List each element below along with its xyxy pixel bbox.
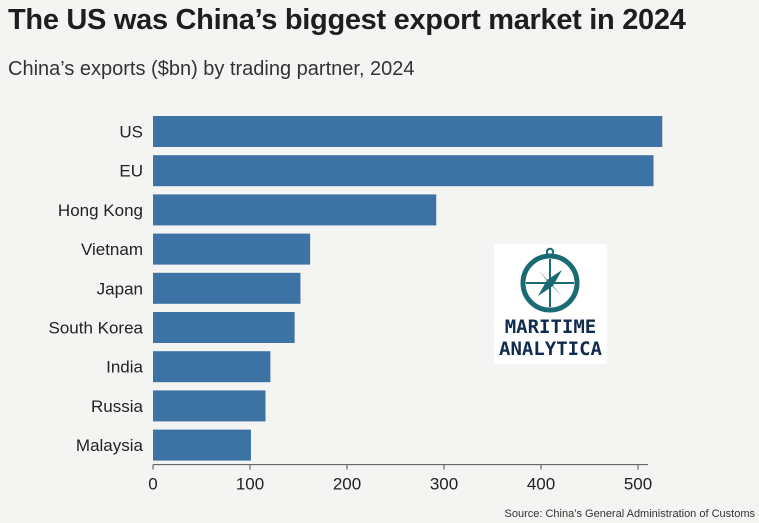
bar-us xyxy=(153,116,663,147)
category-label: Malaysia xyxy=(76,436,144,455)
logo-text-line1: MARITIME xyxy=(504,316,597,338)
x-tick-label: 0 xyxy=(148,475,157,494)
bar-vietnam xyxy=(153,233,311,265)
category-label: Japan xyxy=(97,279,143,298)
category-label: South Korea xyxy=(48,319,143,338)
category-label: US xyxy=(119,123,143,142)
bar-malaysia xyxy=(153,429,251,461)
bars-group xyxy=(153,116,663,461)
x-axis-ticks: 0 100 200 300 400 500 xyxy=(148,464,652,494)
bar-russia xyxy=(153,390,266,422)
chart-subtitle: China’s exports ($bn) by trading partner… xyxy=(8,58,415,80)
category-label: Russia xyxy=(91,397,144,416)
x-tick-label: 100 xyxy=(236,475,264,494)
x-tick-label: 200 xyxy=(333,475,361,494)
compass-icon xyxy=(520,247,580,313)
category-label: Hong Kong xyxy=(58,201,143,220)
source-note: Source: China’s General Administration o… xyxy=(504,508,755,520)
x-tick-label: 500 xyxy=(624,475,652,494)
category-labels: US EU Hong Kong Vietnam Japan South Korea Indi… xyxy=(48,123,143,456)
x-tick-label: 300 xyxy=(430,475,458,494)
chart-title: The US was China’s biggest export market… xyxy=(8,4,686,36)
category-label: EU xyxy=(119,162,143,181)
logo-text-line2: ANALYTICA xyxy=(499,338,602,360)
bar-japan xyxy=(153,272,301,304)
category-label: Vietnam xyxy=(81,240,143,259)
bar-eu xyxy=(153,155,654,187)
maritime-analytica-logo: MARITIME ANALYTICA xyxy=(494,244,607,364)
category-label: India xyxy=(106,358,143,377)
bar-india xyxy=(153,351,271,383)
bar-hong-kong xyxy=(153,194,437,226)
bar-south-korea xyxy=(153,312,295,343)
x-tick-label: 400 xyxy=(527,475,555,494)
